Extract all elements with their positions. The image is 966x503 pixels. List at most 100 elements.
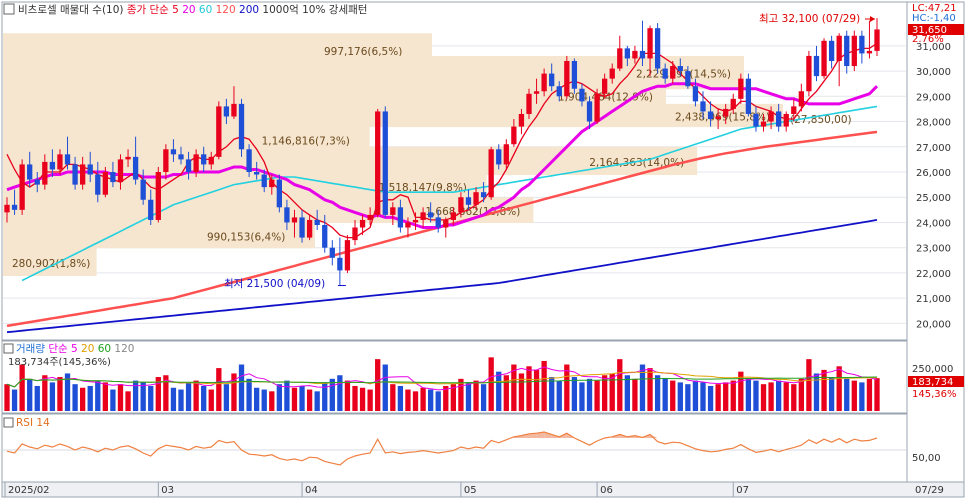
candle-body (185, 159, 192, 172)
candle-body (314, 219, 320, 225)
candle (450, 207, 456, 225)
volume-bar (405, 389, 411, 411)
price-tick-label: 27,000 (916, 143, 951, 154)
volume-profile-bar (3, 103, 783, 128)
volume-bar (185, 382, 192, 411)
legend-item[interactable]: 5 (169, 4, 179, 16)
candle (291, 209, 298, 238)
legend-item[interactable]: 60 (94, 343, 111, 355)
volume-bar (337, 375, 343, 411)
legend-item[interactable]: 20 (78, 343, 95, 355)
legend-item[interactable]: 200 (236, 4, 259, 16)
volume-bar (586, 378, 593, 411)
candle (828, 35, 835, 69)
rsi-tick-50: 50,00 (912, 453, 941, 464)
candle-body (140, 179, 146, 200)
volume-bar (768, 382, 774, 411)
candle-body (102, 172, 108, 195)
candle (246, 144, 252, 178)
candle-body (496, 149, 502, 165)
rsi-legend[interactable]: RSI 14 (16, 417, 50, 429)
legend-item[interactable]: 종가 단순 (124, 4, 170, 16)
price-tick-label: 26,000 (916, 168, 951, 179)
candle-body (791, 106, 797, 114)
candle (798, 83, 804, 112)
legend-item[interactable]: 120 (212, 4, 235, 16)
volume-bars[interactable] (4, 357, 880, 411)
candle (821, 38, 827, 79)
volume-bar (246, 378, 252, 411)
legend-item[interactable]: 120 (111, 343, 134, 355)
volume-bar (549, 377, 555, 411)
candle (488, 146, 494, 200)
candle (382, 106, 388, 218)
candle (125, 149, 131, 167)
volume-bar (87, 385, 93, 411)
candle-body (57, 154, 63, 170)
candle (87, 151, 93, 183)
candle-body (291, 217, 298, 223)
candle-body (261, 174, 267, 188)
legend-collapse-icon[interactable] (3, 3, 15, 15)
candle-body (72, 164, 78, 185)
candle-body (435, 217, 441, 228)
candle (11, 189, 18, 215)
volume-bar (193, 380, 199, 411)
candle-body (738, 78, 744, 99)
legend-item[interactable]: 20 (179, 4, 196, 16)
x-axis-frame (1, 481, 965, 498)
candlesticks[interactable] (4, 16, 880, 287)
candle (375, 108, 381, 218)
volume-info: 183,734주(145,36%) (8, 357, 111, 368)
main-legend[interactable]: 비츠로셀 매물대 수(10) 종가 단순 5 20 60 120 200 100… (18, 4, 367, 16)
volume-bar (685, 384, 691, 411)
candle (352, 219, 358, 246)
volume-bar (753, 380, 759, 411)
candle-body (34, 179, 40, 185)
legend-item[interactable]: 60 (196, 4, 213, 16)
volume-legend[interactable]: 거래량 단순 5 20 60 120 (16, 343, 134, 355)
candle (390, 202, 396, 225)
volume-bar (556, 380, 562, 411)
candle-body (117, 159, 124, 183)
price-tick-label: 31,000 (916, 42, 951, 53)
ma60-line (21, 105, 878, 282)
legend-item[interactable]: 단순 5 (45, 343, 78, 355)
candle-body (254, 172, 260, 175)
volume-bar (518, 373, 525, 411)
volume-bar (231, 373, 237, 411)
rsi-legend-icon[interactable] (3, 417, 14, 428)
volume-bar (291, 387, 298, 411)
candle (791, 98, 797, 122)
candle (526, 88, 532, 120)
candle-body (246, 149, 252, 172)
candle-body (541, 73, 547, 92)
candle-body (132, 156, 139, 180)
candle-body (428, 212, 434, 218)
volume-bar (715, 384, 721, 411)
volume-legend-icon[interactable] (3, 343, 14, 354)
candle (602, 73, 608, 99)
candle-body (723, 108, 729, 117)
volume-bar (776, 380, 782, 411)
volume-bar (783, 382, 789, 411)
candle (654, 23, 661, 74)
current-price-tag (908, 24, 964, 35)
volume-bar (844, 378, 850, 411)
candle-body (201, 154, 207, 165)
volume-bar (692, 380, 699, 411)
y-axis-frame (906, 1, 965, 483)
legend-item[interactable]: 거래량 (16, 343, 45, 355)
candle (435, 209, 441, 233)
candle (866, 20, 873, 59)
legend-item[interactable]: 비츠로셀 매물대 수(10) (18, 4, 124, 16)
legend-item[interactable]: 1000억 10% 강세패턴 (259, 4, 367, 16)
volume-bar (397, 385, 404, 411)
candle (420, 207, 426, 228)
volume-bar (208, 389, 214, 411)
candle (503, 139, 509, 170)
candle-body (836, 35, 842, 61)
candle (738, 73, 744, 104)
